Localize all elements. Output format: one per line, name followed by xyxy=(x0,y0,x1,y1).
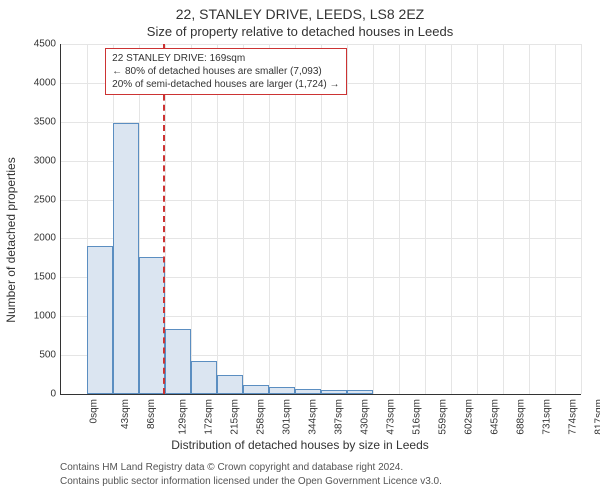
x-tick-label: 559sqm xyxy=(438,399,449,435)
x-tick-label: 215sqm xyxy=(230,399,241,435)
x-axis-label: Distribution of detached houses by size … xyxy=(0,438,600,452)
x-tick-label: 516sqm xyxy=(412,399,423,435)
gridline-v xyxy=(503,44,504,394)
annotation-line-1: 22 STANLEY DRIVE: 169sqm xyxy=(112,52,339,65)
y-tick-label: 2000 xyxy=(26,233,56,244)
histogram-bar xyxy=(347,390,373,394)
footer-line-2: Contains public sector information licen… xyxy=(60,476,442,487)
chart-container: 22, STANLEY DRIVE, LEEDS, LS8 2EZ Size o… xyxy=(0,0,600,500)
chart-title-main: 22, STANLEY DRIVE, LEEDS, LS8 2EZ xyxy=(0,6,600,22)
x-tick-label: 645sqm xyxy=(490,399,501,435)
histogram-bar xyxy=(269,387,295,394)
gridline-v xyxy=(217,44,218,394)
x-tick-label: 731sqm xyxy=(542,399,553,435)
y-tick-label: 3000 xyxy=(26,155,56,166)
x-tick-label: 301sqm xyxy=(282,399,293,435)
x-tick-label: 430sqm xyxy=(360,399,371,435)
reference-line xyxy=(163,44,165,394)
y-tick-label: 4500 xyxy=(26,39,56,50)
histogram-bar xyxy=(191,361,217,394)
x-tick-label: 387sqm xyxy=(334,399,345,435)
gridline-v xyxy=(477,44,478,394)
gridline-v xyxy=(425,44,426,394)
gridline-v xyxy=(321,44,322,394)
chart-title-sub: Size of property relative to detached ho… xyxy=(0,24,600,39)
histogram-bar xyxy=(243,385,269,394)
histogram-bar xyxy=(113,123,139,394)
footer-line-1: Contains HM Land Registry data © Crown c… xyxy=(60,462,403,473)
x-tick-label: 817sqm xyxy=(594,399,600,435)
gridline-v xyxy=(191,44,192,394)
annotation-box: 22 STANLEY DRIVE: 169sqm ← 80% of detach… xyxy=(105,48,346,95)
histogram-bar xyxy=(321,390,347,394)
gridline-v xyxy=(373,44,374,394)
y-tick-label: 500 xyxy=(26,350,56,361)
histogram-bar xyxy=(217,375,243,394)
x-tick-label: 688sqm xyxy=(516,399,527,435)
gridline-v xyxy=(347,44,348,394)
gridline-v xyxy=(555,44,556,394)
y-axis-label: Number of detached properties xyxy=(4,157,18,322)
x-tick-label: 344sqm xyxy=(308,399,319,435)
gridline-v xyxy=(269,44,270,394)
y-tick-label: 0 xyxy=(26,389,56,400)
gridline-v xyxy=(529,44,530,394)
histogram-bar xyxy=(139,257,165,394)
annotation-line-2: ← 80% of detached houses are smaller (7,… xyxy=(112,65,339,78)
histogram-bar xyxy=(87,246,113,394)
x-tick-label: 774sqm xyxy=(568,399,579,435)
y-tick-label: 1500 xyxy=(26,272,56,283)
y-tick-label: 2500 xyxy=(26,194,56,205)
histogram-bar xyxy=(295,389,321,394)
x-tick-label: 129sqm xyxy=(178,399,189,435)
x-tick-label: 473sqm xyxy=(386,399,397,435)
y-tick-label: 3500 xyxy=(26,116,56,127)
x-tick-label: 258sqm xyxy=(256,399,267,435)
y-tick-label: 1000 xyxy=(26,311,56,322)
plot-area: 22 STANLEY DRIVE: 169sqm ← 80% of detach… xyxy=(60,44,581,395)
x-tick-label: 602sqm xyxy=(464,399,475,435)
x-tick-label: 86sqm xyxy=(146,399,157,429)
histogram-bar xyxy=(165,329,191,394)
annotation-line-3: 20% of semi-detached houses are larger (… xyxy=(112,78,339,91)
y-tick-label: 4000 xyxy=(26,77,56,88)
gridline-v xyxy=(451,44,452,394)
x-tick-label: 43sqm xyxy=(120,399,131,429)
gridline-v xyxy=(581,44,582,394)
gridline-v xyxy=(399,44,400,394)
x-tick-label: 0sqm xyxy=(88,399,99,423)
x-tick-label: 172sqm xyxy=(204,399,215,435)
gridline-v xyxy=(295,44,296,394)
gridline-v xyxy=(243,44,244,394)
